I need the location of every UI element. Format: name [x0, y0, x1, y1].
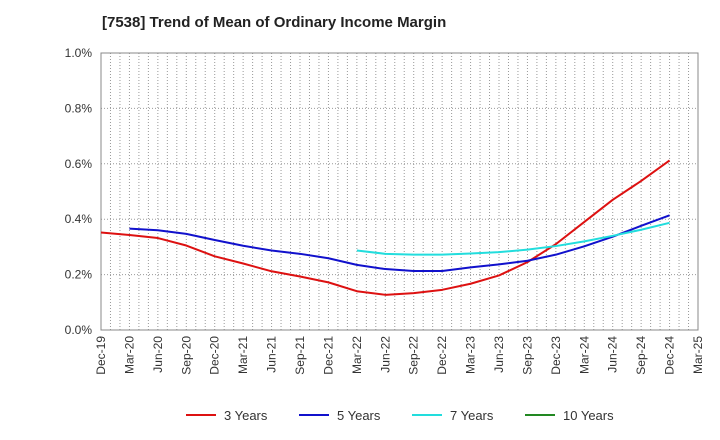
x-tick-label: Mar-20 [122, 336, 136, 374]
legend-label-10-years: 10 Years [563, 408, 614, 423]
y-axis-ticks: 0.0% 0.2% 0.4% 0.6% 0.8% 1.0% [65, 46, 93, 337]
legend: 3 Years 5 Years 7 Years 10 Years [186, 408, 614, 423]
x-tick-label: Mar-22 [350, 336, 364, 374]
x-tick-label: Sep-20 [179, 336, 193, 375]
series-lines [100, 159, 671, 296]
x-tick-label: Jun-22 [378, 336, 392, 373]
y-tick-label: 0.4% [65, 212, 93, 226]
series-line-5-years [129, 214, 670, 272]
x-tick-label: Sep-22 [407, 336, 421, 375]
x-tick-label: Dec-21 [321, 336, 335, 375]
x-tick-label: Sep-24 [634, 336, 648, 375]
x-tick-label: Dec-20 [208, 336, 222, 375]
x-tick-label: Jun-20 [151, 336, 165, 373]
x-tick-label: Sep-21 [293, 336, 307, 375]
legend-label-5-years: 5 Years [337, 408, 381, 423]
y-tick-label: 0.6% [65, 157, 93, 171]
legend-label-7-years: 7 Years [450, 408, 494, 423]
x-tick-label: Sep-23 [520, 336, 534, 375]
grid-lines [100, 52, 699, 331]
x-tick-label: Dec-19 [94, 336, 108, 375]
chart-title: [7538] Trend of Mean of Ordinary Income … [102, 14, 447, 31]
plot-area-frame [100, 52, 699, 331]
y-tick-label: 0.2% [65, 268, 93, 282]
x-tick-label: Jun-23 [492, 336, 506, 373]
x-tick-label: Mar-25 [691, 336, 705, 374]
series-line-7-years [356, 221, 670, 256]
x-tick-label: Dec-24 [663, 336, 677, 375]
x-tick-label: Dec-22 [435, 336, 449, 375]
y-tick-label: 0.8% [65, 101, 93, 115]
y-tick-label: 1.0% [65, 46, 93, 60]
x-tick-label: Jun-24 [606, 336, 620, 373]
series-line-3-years [100, 159, 671, 296]
legend-label-3-years: 3 Years [224, 408, 268, 423]
x-tick-label: Mar-21 [236, 336, 250, 374]
x-tick-label: Mar-23 [464, 336, 478, 374]
x-tick-label: Mar-24 [577, 336, 591, 374]
x-axis-ticks: Dec-19 Mar-20 Jun-20 Sep-20 Dec-20 Mar-21 Jun-… [94, 336, 705, 375]
x-tick-label: Jun-21 [265, 336, 279, 373]
y-tick-label: 0.0% [65, 323, 93, 337]
x-tick-label: Dec-23 [549, 336, 563, 375]
